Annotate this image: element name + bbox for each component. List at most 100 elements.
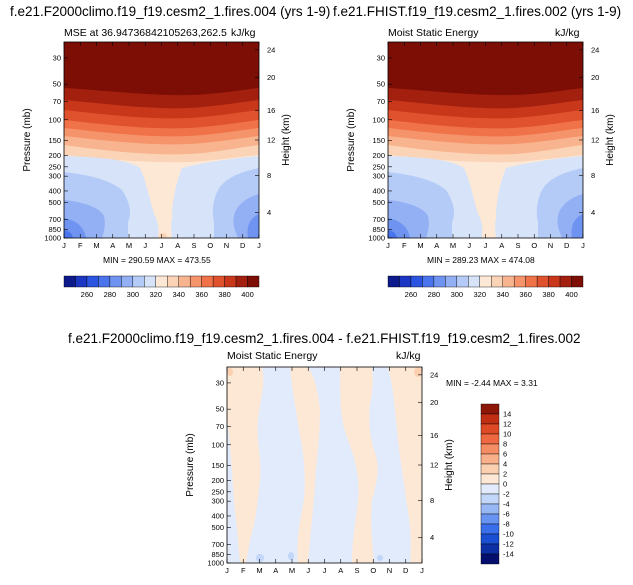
left-colorbar-label: 360 bbox=[195, 290, 208, 299]
left-panel-minmax: MIN = 290.59 MAX = 473.55 bbox=[103, 255, 211, 265]
diff-colorbar-swatch bbox=[480, 473, 500, 485]
diff-panel-title: f.e21.F2000climo.f19_f19.cesm2_1.fires.0… bbox=[68, 331, 581, 346]
right-colorbar-swatch bbox=[491, 275, 503, 288]
diff-colorbar-label: -12 bbox=[503, 540, 514, 549]
left-ytick-label: 850 bbox=[48, 225, 61, 234]
right-colorbar-swatch bbox=[525, 275, 538, 288]
diff-colorbar-label: 12 bbox=[503, 420, 511, 429]
right-colorbar-swatch bbox=[387, 275, 400, 288]
right-ytick-label: 30 bbox=[377, 53, 385, 62]
diff-y2tick-label: 8 bbox=[430, 496, 434, 505]
diff-ytick-label: 1000 bbox=[207, 559, 224, 568]
right-colorbar-swatch bbox=[433, 275, 446, 288]
diff-panel-minmax: MIN = -2.44 MAX = 3.31 bbox=[446, 378, 538, 388]
right-colorbar-swatch bbox=[479, 275, 492, 288]
diff-colorbar-label: -2 bbox=[503, 490, 510, 499]
left-colorbar-swatch bbox=[109, 275, 122, 288]
right-colorbar-swatch bbox=[456, 275, 469, 288]
left-xtick-label: A bbox=[175, 241, 180, 250]
left-y2tick-label: 8 bbox=[267, 171, 271, 180]
left-ytick-label: 100 bbox=[48, 115, 61, 124]
left-colorbar-swatch bbox=[75, 275, 88, 288]
right-colorbar-label: 280 bbox=[428, 290, 441, 299]
left-colorbar-label: 300 bbox=[127, 290, 140, 299]
diff-colorbar-swatch bbox=[480, 483, 500, 495]
right-colorbar-swatch bbox=[399, 275, 412, 288]
diff-panel-subtitle: Moist Static Energy bbox=[227, 350, 318, 362]
right-colorbar-label: 380 bbox=[542, 290, 555, 299]
right-panel-field bbox=[388, 42, 583, 238]
left-colorbar-swatch bbox=[212, 275, 225, 288]
left-colorbar-swatch bbox=[178, 275, 191, 288]
diff-colorbar-label: -8 bbox=[503, 520, 510, 529]
left-y2label: Height (km) bbox=[281, 114, 292, 166]
left-ytick-label: 1000 bbox=[44, 234, 61, 243]
diff-xtick-label: A bbox=[338, 566, 343, 575]
diff-colorbar-swatch bbox=[480, 503, 500, 515]
diff-panel-field bbox=[227, 367, 422, 563]
diff-ytick-label: 850 bbox=[211, 550, 224, 559]
diff-xtick-label: J bbox=[420, 566, 424, 575]
left-colorbar-swatch bbox=[144, 275, 156, 288]
diff-colorbar-swatch bbox=[480, 403, 500, 415]
diff-ytick-label: 250 bbox=[211, 487, 224, 496]
left-colorbar-swatch bbox=[235, 275, 248, 288]
right-colorbar-label: 340 bbox=[496, 290, 509, 299]
left-xtick-label: M bbox=[93, 241, 99, 250]
right-ytick-label: 400 bbox=[372, 186, 385, 195]
left-y2tick-label: 4 bbox=[267, 208, 271, 217]
diff-colorbar-swatch bbox=[480, 433, 500, 445]
right-xtick-label: A bbox=[499, 241, 504, 250]
diff-xtick-label: J bbox=[323, 566, 327, 575]
diff-ylabel: Pressure (mb) bbox=[185, 433, 196, 496]
right-ytick-label: 200 bbox=[372, 151, 385, 160]
left-colorbar-swatch bbox=[247, 275, 260, 288]
left-colorbar-label: 280 bbox=[104, 290, 117, 299]
diff-ytick-label: 400 bbox=[211, 511, 224, 520]
diff-colorbar-label: -14 bbox=[503, 550, 514, 559]
diff-xtick-label: N bbox=[387, 566, 392, 575]
diff-colorbar-swatch bbox=[480, 423, 500, 435]
right-xtick-label: N bbox=[548, 241, 553, 250]
right-colorbar-swatch bbox=[536, 275, 549, 288]
diff-colorbar-swatch bbox=[480, 523, 500, 535]
right-xtick-label: O bbox=[531, 241, 537, 250]
right-ytick-label: 1000 bbox=[368, 234, 385, 243]
left-colorbar-label: 320 bbox=[150, 290, 163, 299]
left-colorbar-swatch bbox=[155, 275, 168, 288]
right-y2tick-label: 8 bbox=[591, 171, 595, 180]
left-xtick-label: F bbox=[78, 241, 83, 250]
left-colorbar-label: 340 bbox=[172, 290, 185, 299]
diff-colorbar-label: -10 bbox=[503, 530, 514, 539]
right-panel-units: kJ/kg bbox=[555, 27, 580, 39]
right-xtick-label: J bbox=[467, 241, 471, 250]
right-xtick-label: M bbox=[450, 241, 456, 250]
diff-colorbar-label: 8 bbox=[503, 440, 507, 449]
left-colorbar-swatch bbox=[121, 275, 134, 288]
right-ylabel: Pressure (mb) bbox=[346, 108, 357, 171]
diff-colorbar-label: 4 bbox=[503, 460, 507, 469]
right-colorbar-swatch bbox=[548, 275, 561, 288]
left-xtick-label: J bbox=[257, 241, 261, 250]
left-panel-title: f.e21.F2000climo.f19_f19.cesm2_1.fires.0… bbox=[10, 4, 331, 19]
left-xtick-label: J bbox=[160, 241, 164, 250]
right-colorbar-swatch bbox=[422, 275, 435, 288]
diff-ytick-label: 200 bbox=[211, 476, 224, 485]
diff-ytick-label: 150 bbox=[211, 461, 224, 470]
diff-xtick-label: O bbox=[370, 566, 376, 575]
diff-xtick-label: M bbox=[289, 566, 295, 575]
left-xtick-label: D bbox=[240, 241, 246, 250]
right-xtick-label: J bbox=[386, 241, 390, 250]
diff-colorbar-swatch bbox=[480, 493, 500, 505]
right-colorbar-label: 260 bbox=[405, 290, 418, 299]
diff-colorbar-swatch bbox=[480, 533, 500, 545]
left-xtick-label: J bbox=[62, 241, 66, 250]
diff-colorbar-swatch bbox=[480, 513, 500, 525]
left-ytick-label: 70 bbox=[53, 97, 61, 106]
right-colorbar-label: 400 bbox=[565, 290, 578, 299]
diff-ytick-label: 50 bbox=[216, 405, 224, 414]
left-colorbar-label: 380 bbox=[218, 290, 231, 299]
right-colorbar-swatch bbox=[445, 275, 458, 288]
diff-xtick-label: M bbox=[256, 566, 262, 575]
